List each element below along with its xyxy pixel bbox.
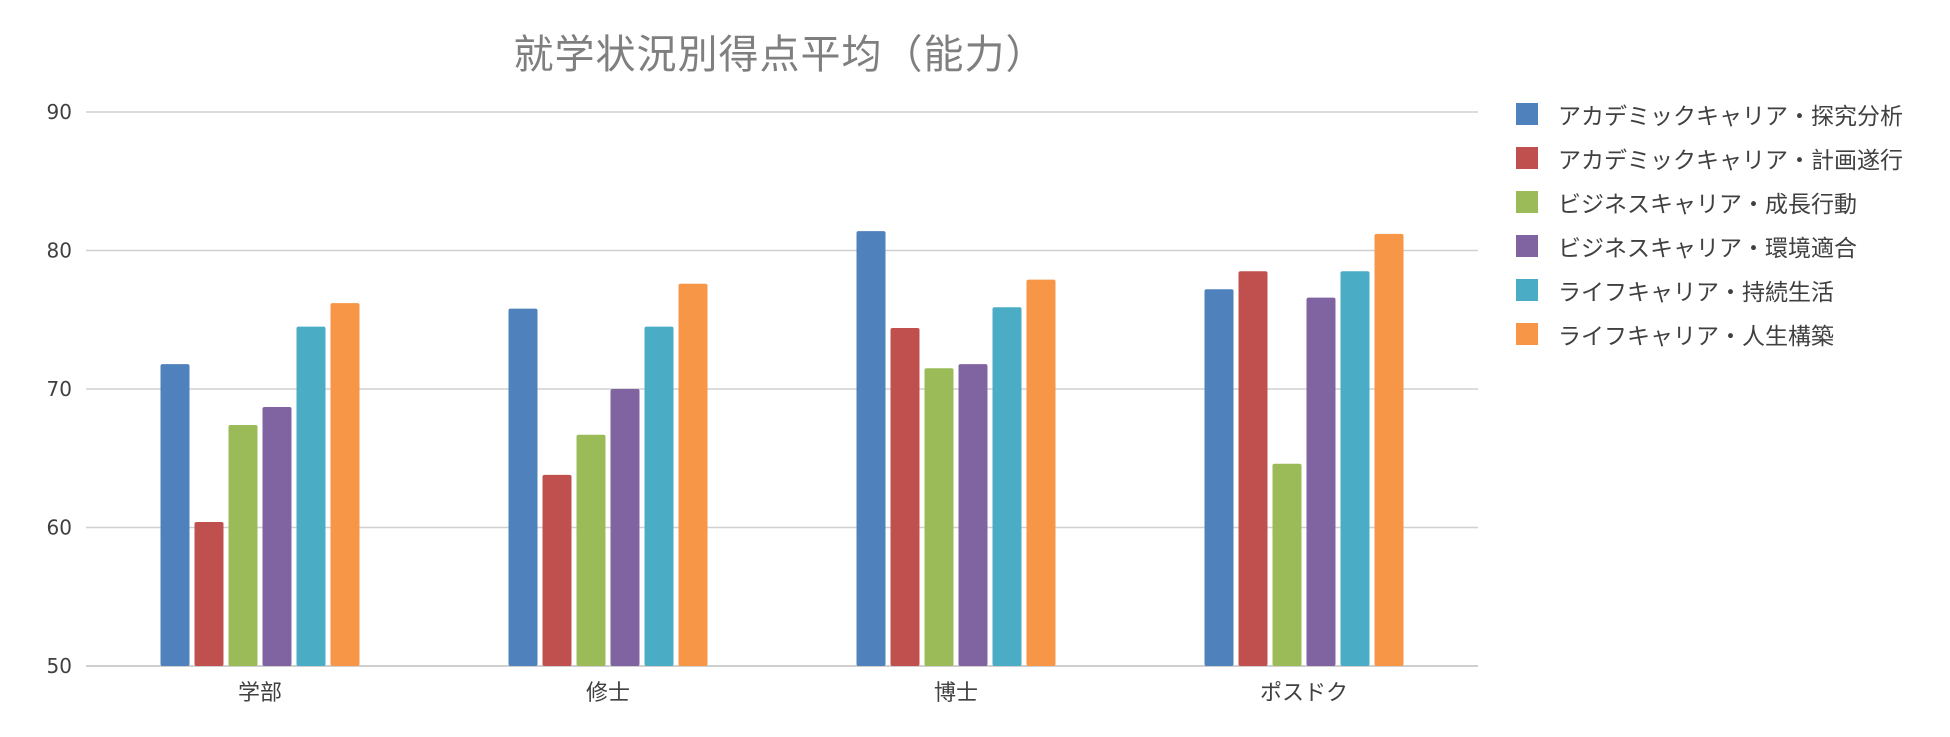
- bar: [1204, 289, 1234, 666]
- y-tick-label: 70: [47, 377, 72, 401]
- bar: [890, 328, 920, 666]
- bar: [992, 307, 1022, 666]
- bar: [330, 303, 360, 666]
- bar: [958, 364, 988, 666]
- bar: [610, 389, 640, 666]
- bar: [856, 231, 886, 667]
- bar: [262, 407, 292, 666]
- legend-swatch: [1516, 103, 1538, 125]
- legend-item: ライフキャリア・持続生活: [1516, 268, 1903, 312]
- bar: [1374, 233, 1404, 666]
- x-tick-label: 学部: [238, 681, 282, 706]
- bar: [1340, 271, 1370, 666]
- x-tick-label: ポスドク: [1260, 681, 1348, 706]
- bar: [678, 283, 708, 666]
- bar: [508, 308, 538, 666]
- y-tick-label: 50: [47, 654, 72, 678]
- legend-item: ビジネスキャリア・環境適合: [1516, 224, 1903, 268]
- x-tick-label: 修士: [586, 681, 630, 706]
- x-tick-label: 博士: [934, 681, 978, 706]
- chart-title: 就学状況別得点平均（能力）: [513, 32, 1047, 78]
- legend-label: アカデミックキャリア・探究分析: [1558, 104, 1903, 130]
- bar: [194, 521, 224, 666]
- bar: [1238, 271, 1268, 666]
- bar: [1026, 279, 1056, 666]
- bar: [228, 425, 258, 666]
- legend-label: ライフキャリア・人生構築: [1558, 324, 1834, 350]
- bar: [644, 326, 674, 666]
- bar: [542, 474, 572, 666]
- legend-label: アカデミックキャリア・計画遂行: [1558, 148, 1903, 174]
- y-tick-label: 90: [47, 100, 72, 124]
- y-tick-label: 80: [47, 239, 72, 263]
- bar: [160, 364, 190, 666]
- legend-label: ビジネスキャリア・環境適合: [1558, 236, 1857, 262]
- bar: [296, 326, 326, 666]
- legend-swatch: [1516, 235, 1538, 257]
- legend-label: ライフキャリア・持続生活: [1558, 280, 1834, 306]
- bar: [1272, 463, 1302, 666]
- legend-label: ビジネスキャリア・成長行動: [1558, 192, 1857, 218]
- legend-swatch: [1516, 147, 1538, 169]
- bar: [1306, 297, 1336, 666]
- bar: [576, 434, 606, 666]
- legend-item: ビジネスキャリア・成長行動: [1516, 180, 1903, 224]
- legend-item: ライフキャリア・人生構築: [1516, 312, 1903, 356]
- legend-swatch: [1516, 279, 1538, 301]
- y-tick-label: 60: [47, 516, 72, 540]
- legend-swatch: [1516, 323, 1538, 345]
- legend-swatch: [1516, 191, 1538, 213]
- legend-item: アカデミックキャリア・探究分析: [1516, 92, 1903, 136]
- legend: アカデミックキャリア・探究分析 アカデミックキャリア・計画遂行 ビジネスキャリア・成…: [1516, 92, 1903, 356]
- bar: [924, 368, 954, 666]
- legend-item: アカデミックキャリア・計画遂行: [1516, 136, 1903, 180]
